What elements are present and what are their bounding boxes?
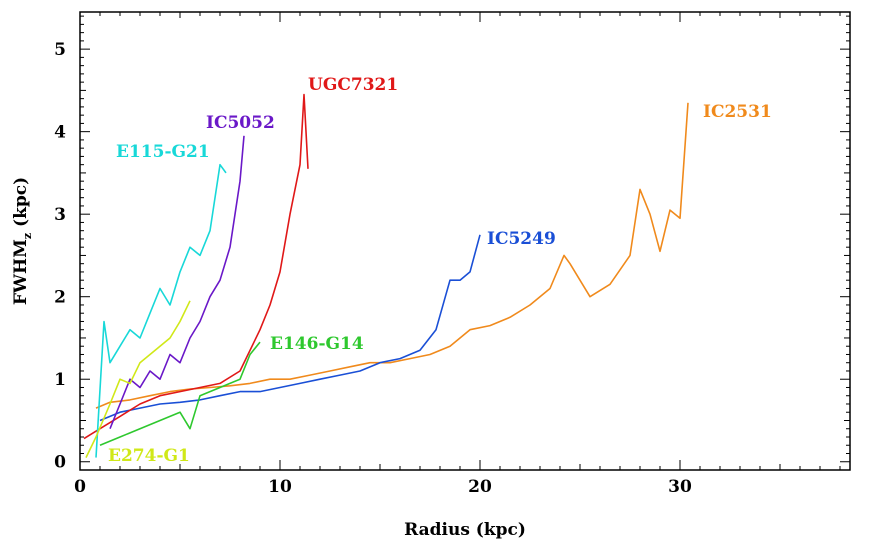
y-axis-label-unit: (kpc) bbox=[11, 177, 31, 233]
series-e115-g21 bbox=[95, 163, 227, 458]
series-lines bbox=[83, 93, 689, 458]
label-ugc7321: UGC7321 bbox=[308, 75, 398, 95]
x-tick-label: 30 bbox=[668, 477, 692, 497]
plot-frame bbox=[79, 11, 851, 471]
x-tick-label: 0 bbox=[74, 477, 86, 497]
y-axis-label-subscript: z bbox=[21, 233, 34, 239]
y-tick-label: 5 bbox=[54, 40, 66, 60]
y-tick-label: 1 bbox=[54, 370, 66, 390]
series-ic2531 bbox=[95, 102, 689, 409]
x-axis-label: Radius (kpc) bbox=[404, 520, 526, 540]
y-tick-label: 3 bbox=[54, 205, 66, 225]
y-axis-label: FWHMz (kpc) bbox=[11, 177, 34, 305]
y-tick-label: 2 bbox=[54, 288, 66, 308]
x-tick-label: 20 bbox=[468, 477, 492, 497]
series-ic5052 bbox=[109, 135, 245, 430]
series-labels: UGC7321 IC2531 IC5052 E115-G21 IC5249 E146-G1… bbox=[108, 75, 772, 466]
label-ic5052: IC5052 bbox=[206, 113, 275, 133]
series-ic5249 bbox=[99, 234, 481, 422]
label-e146-g14: E146-G14 bbox=[270, 334, 364, 354]
label-ic2531: IC2531 bbox=[703, 102, 772, 122]
axis-ticks: 0 10 20 30 0 1 2 3 4 5 bbox=[54, 12, 850, 497]
y-tick-label: 0 bbox=[54, 453, 66, 473]
y-tick-label: 4 bbox=[54, 123, 66, 143]
label-ic5249: IC5249 bbox=[487, 229, 556, 249]
y-axis-label-main: FWHM bbox=[11, 239, 31, 305]
label-e115-g21: E115-G21 bbox=[116, 142, 210, 162]
series-ugc7321 bbox=[83, 93, 309, 440]
series-e274-g1 bbox=[85, 300, 191, 458]
series-e146-g14 bbox=[99, 341, 261, 446]
label-e274-g1: E274-G1 bbox=[108, 446, 190, 466]
x-tick-label: 10 bbox=[268, 477, 292, 497]
